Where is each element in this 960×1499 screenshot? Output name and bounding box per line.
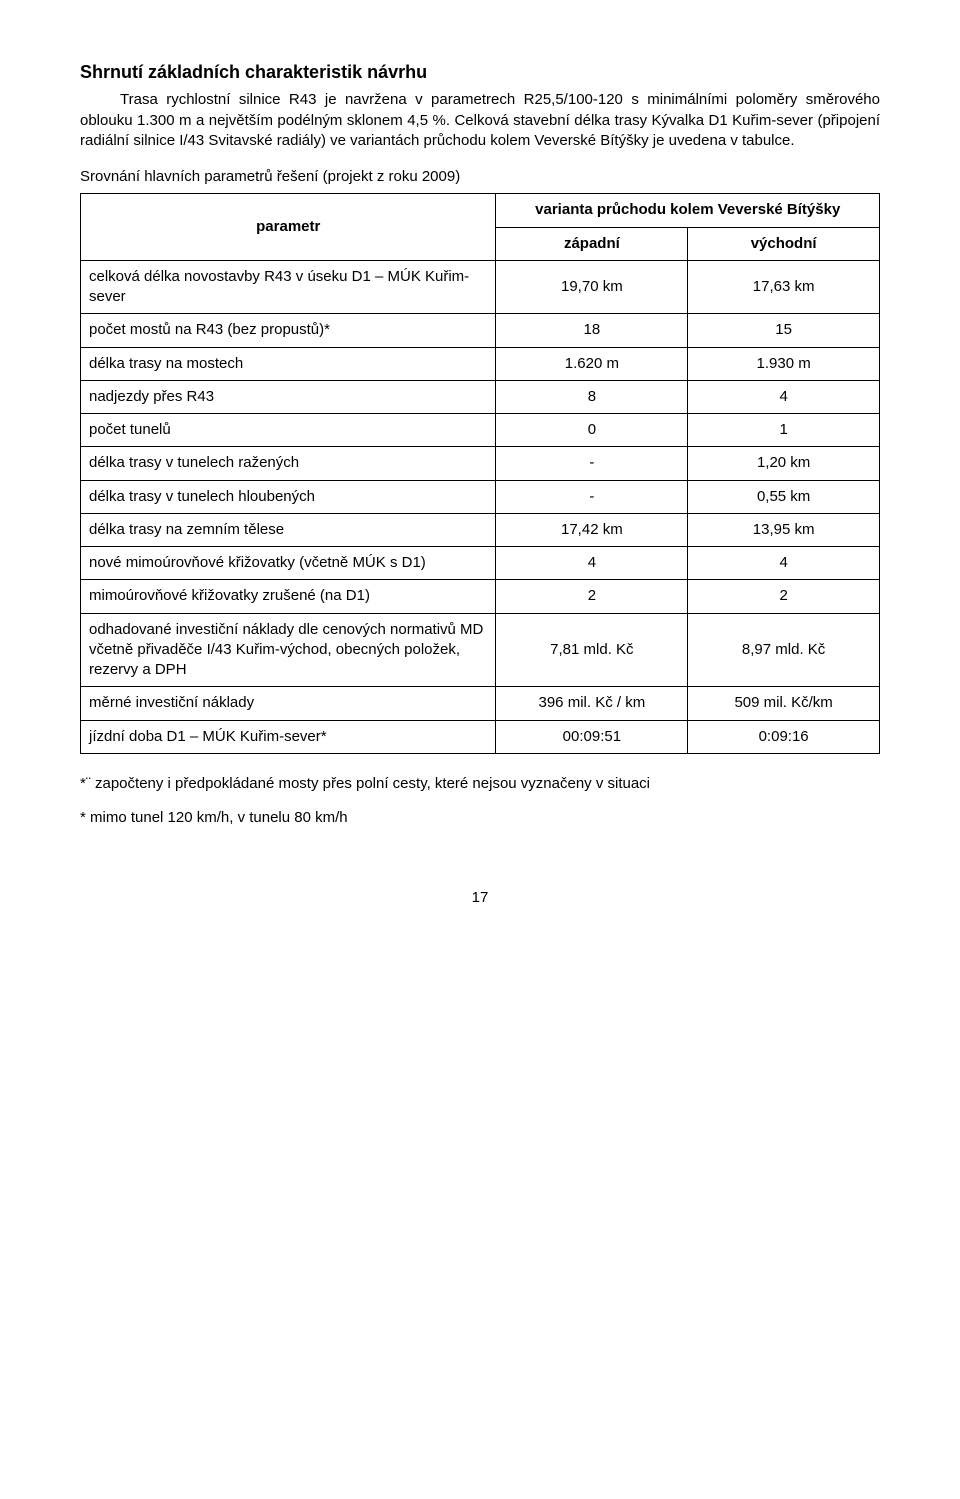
row-west-value: 18	[496, 314, 688, 347]
row-label: nadjezdy přes R43	[81, 380, 496, 413]
parameters-table: parametr varianta průchodu kolem Veversk…	[80, 193, 880, 754]
page-number: 17	[80, 888, 880, 908]
row-west-value: 17,42 km	[496, 513, 688, 546]
th-west: západní	[496, 227, 688, 260]
table-row: délka trasy na mostech1.620 m1.930 m	[81, 347, 880, 380]
row-label: počet mostů na R43 (bez propustů)*	[81, 314, 496, 347]
table-row: počet mostů na R43 (bez propustů)*1815	[81, 314, 880, 347]
row-label: celková délka novostavby R43 v úseku D1 …	[81, 260, 496, 314]
row-east-value: 2	[688, 580, 880, 613]
row-west-value: 19,70 km	[496, 260, 688, 314]
row-west-value: 396 mil. Kč / km	[496, 687, 688, 720]
row-west-value: 4	[496, 547, 688, 580]
th-variant: varianta průchodu kolem Veverské Bítýšky	[496, 194, 880, 227]
row-label: délka trasy v tunelech hloubených	[81, 480, 496, 513]
table-row: počet tunelů01	[81, 414, 880, 447]
row-west-value: 7,81 mld. Kč	[496, 613, 688, 687]
section-heading: Shrnutí základních charakteristik návrhu	[80, 60, 880, 84]
row-east-value: 509 mil. Kč/km	[688, 687, 880, 720]
row-label: délka trasy na zemním tělese	[81, 513, 496, 546]
table-row: nadjezdy přes R4384	[81, 380, 880, 413]
table-row: odhadované investiční náklady dle cenový…	[81, 613, 880, 687]
row-label: délka trasy na mostech	[81, 347, 496, 380]
row-east-value: 4	[688, 547, 880, 580]
row-east-value: 1	[688, 414, 880, 447]
intro-paragraph: Trasa rychlostní silnice R43 je navržena…	[80, 90, 880, 151]
table-row: celková délka novostavby R43 v úseku D1 …	[81, 260, 880, 314]
row-label: nové mimoúrovňové křižovatky (včetně MÚK…	[81, 547, 496, 580]
row-east-value: 4	[688, 380, 880, 413]
table-row: délka trasy v tunelech ražených-1,20 km	[81, 447, 880, 480]
row-label: délka trasy v tunelech ražených	[81, 447, 496, 480]
row-east-value: 15	[688, 314, 880, 347]
row-west-value: 0	[496, 414, 688, 447]
row-west-value: 2	[496, 580, 688, 613]
row-west-value: 8	[496, 380, 688, 413]
row-label: odhadované investiční náklady dle cenový…	[81, 613, 496, 687]
row-label: mimoúrovňové křižovatky zrušené (na D1)	[81, 580, 496, 613]
row-west-value: 1.620 m	[496, 347, 688, 380]
footnote-1: *¨ započteny i předpokládané mosty přes …	[80, 774, 880, 794]
row-east-value: 0,55 km	[688, 480, 880, 513]
row-west-value: -	[496, 447, 688, 480]
row-east-value: 8,97 mld. Kč	[688, 613, 880, 687]
row-label: měrné investiční náklady	[81, 687, 496, 720]
table-row: nové mimoúrovňové křižovatky (včetně MÚK…	[81, 547, 880, 580]
row-east-value: 17,63 km	[688, 260, 880, 314]
row-west-value: 00:09:51	[496, 720, 688, 753]
row-west-value: -	[496, 480, 688, 513]
th-east: východní	[688, 227, 880, 260]
row-east-value: 13,95 km	[688, 513, 880, 546]
table-row: měrné investiční náklady396 mil. Kč / km…	[81, 687, 880, 720]
footnote-2: * mimo tunel 120 km/h, v tunelu 80 km/h	[80, 808, 880, 828]
table-row: délka trasy v tunelech hloubených-0,55 k…	[81, 480, 880, 513]
table-caption: Srovnání hlavních parametrů řešení (proj…	[80, 167, 880, 187]
table-row: jízdní doba D1 – MÚK Kuřim-sever*00:09:5…	[81, 720, 880, 753]
row-label: počet tunelů	[81, 414, 496, 447]
row-east-value: 1.930 m	[688, 347, 880, 380]
th-parametr: parametr	[81, 194, 496, 261]
row-east-value: 1,20 km	[688, 447, 880, 480]
row-label: jízdní doba D1 – MÚK Kuřim-sever*	[81, 720, 496, 753]
row-east-value: 0:09:16	[688, 720, 880, 753]
table-row: mimoúrovňové křižovatky zrušené (na D1)2…	[81, 580, 880, 613]
table-row: délka trasy na zemním tělese17,42 km13,9…	[81, 513, 880, 546]
